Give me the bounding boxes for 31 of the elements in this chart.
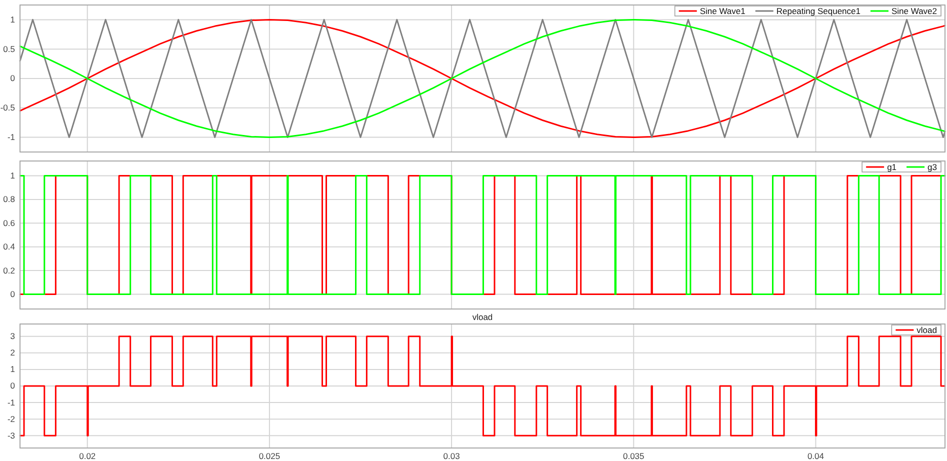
y-tick-label: 1 xyxy=(10,364,16,374)
legend-label: Sine Wave1 xyxy=(700,6,746,16)
x-tick-label: 0.03 xyxy=(443,451,460,461)
y-tick-label: -0.5 xyxy=(0,102,16,113)
legend-label: Repeating Sequence1 xyxy=(776,6,861,16)
legend-label: vload xyxy=(916,325,938,335)
legend-label: g1 xyxy=(887,162,897,172)
y-tick-label: 2 xyxy=(10,348,16,358)
y-tick-label: 0 xyxy=(10,288,16,299)
x-tick-label: 0.02 xyxy=(79,451,96,461)
x-tick-label: 0.04 xyxy=(807,451,824,461)
y-tick-label: 0.2 xyxy=(3,265,16,276)
y-tick-label: 0 xyxy=(10,380,16,391)
x-tick-label: 0.025 xyxy=(258,451,280,461)
y-tick-label: 0.4 xyxy=(3,242,16,252)
chart-title: vload xyxy=(472,312,493,322)
y-tick-label: -1 xyxy=(7,397,16,408)
x-tick-label: 0.035 xyxy=(622,451,645,461)
y-tick-label: 1 xyxy=(10,170,16,181)
y-tick-label: 0.8 xyxy=(3,194,16,204)
y-tick-label: 0 xyxy=(10,73,16,84)
y-tick-label: 3 xyxy=(10,331,16,342)
y-tick-label: 0.6 xyxy=(3,218,16,228)
y-tick-label: -3 xyxy=(7,430,16,440)
y-tick-label: 1 xyxy=(10,14,16,24)
legend-label: Sine Wave2 xyxy=(891,6,938,16)
y-tick-label: -1 xyxy=(7,132,16,142)
line-series xyxy=(19,18,946,138)
legend-label: g3 xyxy=(928,162,938,172)
y-tick-label: 0.5 xyxy=(3,44,16,54)
y-tick-label: -2 xyxy=(7,414,16,424)
